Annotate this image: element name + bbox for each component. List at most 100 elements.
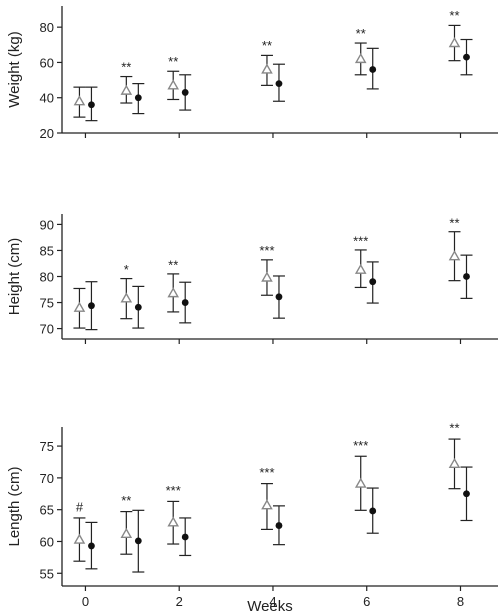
circle-marker (463, 53, 470, 61)
open-triangle-point (120, 277, 133, 320)
triangle-marker (448, 250, 461, 261)
filled-circle-point (85, 521, 98, 570)
circle-marker (369, 507, 377, 515)
y-tick-label: 65 (40, 503, 54, 518)
filled-circle-point (272, 63, 285, 102)
y-tick-label: 80 (40, 20, 54, 35)
open-triangle-point (354, 42, 367, 76)
y-tick-label: 60 (40, 55, 54, 70)
significance-annotation: ** (262, 38, 272, 53)
significance-annotation: *** (353, 438, 368, 453)
significance-annotation: ** (168, 54, 178, 69)
circle-marker (369, 66, 377, 73)
significance-annotation: ** (168, 258, 178, 273)
filled-circle-point (132, 285, 145, 329)
filled-circle-point (85, 281, 98, 331)
open-triangle-point (167, 273, 180, 313)
triangle-marker (354, 477, 367, 488)
circle-marker (88, 542, 95, 550)
y-tick-label: 40 (40, 91, 54, 106)
open-triangle-point (260, 54, 273, 86)
x-axis-label: Weeks (247, 598, 293, 615)
significance-annotation: ** (356, 26, 366, 41)
x-tick-label: 2 (176, 594, 183, 609)
circle-marker (275, 522, 283, 529)
triangle-marker (448, 457, 461, 469)
triangle-marker (120, 292, 133, 303)
open-triangle-point (120, 75, 133, 104)
significance-annotation: ** (121, 59, 131, 74)
filled-circle-point (85, 86, 98, 122)
filled-circle-point (179, 517, 192, 557)
y-tick-label: 75 (40, 439, 54, 454)
circle-marker (88, 101, 95, 109)
x-tick-label: 8 (457, 594, 464, 609)
circle-marker (181, 299, 189, 306)
triangle-marker (354, 263, 367, 274)
filled-circle-point (272, 505, 285, 546)
circle-marker (369, 278, 377, 286)
filled-circle-point (460, 466, 473, 522)
circle-marker (134, 303, 142, 311)
filled-circle-point (366, 47, 379, 90)
significance-annotation: ** (449, 421, 459, 436)
filled-circle-point (179, 281, 192, 324)
y-tick-label: 70 (40, 471, 54, 486)
filled-circle-point (179, 74, 192, 111)
filled-circle-point (460, 38, 473, 76)
open-triangle-point (73, 517, 86, 562)
circle-marker (463, 273, 470, 280)
filled-circle-point (272, 275, 285, 319)
triangle-marker (120, 84, 133, 95)
significance-annotation: *** (353, 233, 368, 248)
panel-1: 20 40 60 80 Weight (kg) ** ** ** ** ** (6, 6, 498, 141)
y-tick-label: 75 (40, 296, 54, 311)
open-triangle-point (120, 510, 133, 555)
triangle-marker (73, 301, 86, 312)
filled-circle-point (366, 261, 379, 304)
y-axis-label: Weight (kg) (6, 31, 23, 107)
circle-marker (181, 89, 189, 96)
triangle-marker (448, 37, 461, 48)
circle-marker (181, 533, 189, 541)
circle-marker (134, 537, 142, 545)
y-tick-label: 20 (40, 126, 54, 141)
y-tick-label: 80 (40, 270, 54, 285)
triangle-marker (261, 63, 273, 74)
y-axis-label: Length (cm) (6, 466, 23, 546)
significance-annotation: *** (166, 483, 181, 498)
significance-annotation: *** (259, 243, 274, 258)
filled-circle-point (366, 487, 379, 534)
open-triangle-point (354, 455, 367, 511)
significance-annotation: ** (449, 8, 459, 23)
y-tick-label: 85 (40, 243, 54, 258)
y-tick-label: 90 (40, 217, 54, 232)
y-tick-label: 55 (40, 566, 54, 581)
x-tick-label: 0 (82, 594, 89, 609)
open-triangle-point (448, 231, 461, 282)
open-triangle-point (167, 70, 180, 101)
significance-annotation: * (124, 262, 129, 277)
circle-marker (463, 490, 470, 498)
significance-annotation: ** (449, 216, 459, 231)
open-triangle-point (448, 24, 461, 62)
x-tick-label: 6 (363, 594, 370, 609)
filled-circle-point (132, 83, 145, 115)
filled-circle-point (460, 254, 473, 299)
triangle-marker (261, 271, 273, 282)
open-triangle-point (260, 259, 273, 296)
triangle-marker (167, 287, 180, 298)
triangle-marker (120, 527, 133, 538)
triangle-marker (73, 95, 86, 106)
triangle-marker (167, 79, 180, 90)
triangle-marker (261, 499, 273, 510)
circle-marker (275, 80, 283, 88)
significance-annotation: ** (121, 493, 131, 508)
y-tick-label: 70 (40, 322, 54, 337)
triangle-marker (167, 516, 180, 527)
filled-circle-point (132, 509, 145, 573)
open-triangle-point (73, 287, 86, 329)
